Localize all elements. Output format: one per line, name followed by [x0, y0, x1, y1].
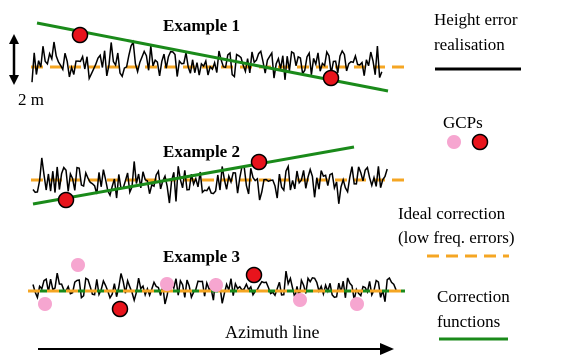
scale-label: 2 m [18, 90, 44, 109]
example-3-gcp-pink-6 [350, 297, 364, 311]
legend-ideal-correction-line2: (low freq. errors) [398, 228, 515, 247]
example-3-gcp-pink-5 [293, 293, 307, 307]
legend-gcp-red [471, 133, 489, 151]
legend-correction-functions-line2: functions [437, 312, 500, 331]
scale-bar-bottom-arrow [9, 75, 19, 85]
example-2-title: Example 2 [163, 142, 240, 161]
example-1-height-error [31, 39, 383, 83]
example-3-gcp-pink-4 [209, 278, 223, 292]
legend-gcps-label: GCPs [443, 113, 483, 132]
example-3-gcp-pink-2 [38, 297, 52, 311]
azimuth-axis-label: Azimuth line [225, 322, 319, 342]
example-1-title: Example 1 [163, 16, 240, 35]
example-3-gcp-pink-1 [71, 258, 85, 272]
legend-gcp-pink [447, 135, 461, 149]
example-3-gcp-pink-3 [160, 277, 174, 291]
azimuth-axis-arrowhead [380, 343, 394, 355]
legend-height-error-line2: realisation [434, 35, 505, 54]
legend-correction-functions-line1: Correction [437, 287, 510, 306]
example-1-gcp-2 [322, 69, 340, 87]
example-3-gcp-red-1 [111, 300, 129, 318]
example-1-gcp-1 [71, 26, 89, 44]
example-2-gcp-2 [250, 153, 268, 171]
example-3-gcp-red-2 [245, 266, 263, 284]
example-2-correction-function [32, 145, 355, 206]
example-2-height-error [32, 157, 388, 204]
example-3-title: Example 3 [163, 247, 240, 266]
legend-ideal-correction-line1: Ideal correction [398, 204, 506, 223]
example-2-gcp-1 [57, 191, 75, 209]
scale-bar-top-arrow [9, 34, 19, 44]
legend-height-error-line1: Height error [434, 10, 518, 29]
